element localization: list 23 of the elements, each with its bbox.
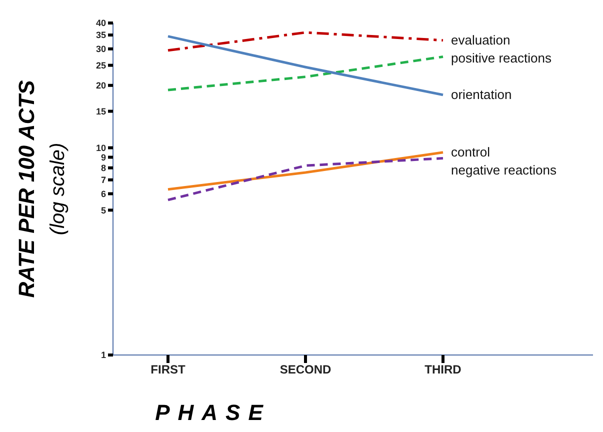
x-axis-title: PHASE: [155, 400, 271, 425]
y-tick-label: 20: [96, 80, 106, 91]
series-label: positive reactions: [451, 50, 552, 66]
y-tick-label: 9: [100, 152, 106, 162]
x-tick-label: THIRD: [424, 362, 462, 377]
y-axis-title: RATE PER 100 ACTS (log scale): [14, 80, 69, 298]
x-tick-label: SECOND: [280, 362, 332, 377]
y-tick-label: 7: [100, 175, 106, 186]
y-tick-label: 8: [100, 163, 106, 174]
y-tick-label: 5: [100, 205, 106, 216]
series-label: evaluation: [451, 32, 510, 48]
y-tick-label: 15: [96, 106, 106, 116]
y-tick-label: 6: [100, 188, 106, 199]
y-tick-label: 1: [100, 350, 106, 360]
y-tick-label: 25: [96, 60, 106, 70]
y-tick-label: 35: [96, 30, 106, 40]
y-tick-label: 40: [96, 18, 106, 28]
y-tick-label: 10: [96, 142, 106, 153]
series-label: orientation: [451, 86, 512, 102]
series-label: control: [451, 144, 490, 160]
series-label: negative reactions: [451, 162, 558, 178]
x-tick-label: FIRST: [150, 362, 186, 377]
y-tick-label: 30: [96, 44, 106, 54]
